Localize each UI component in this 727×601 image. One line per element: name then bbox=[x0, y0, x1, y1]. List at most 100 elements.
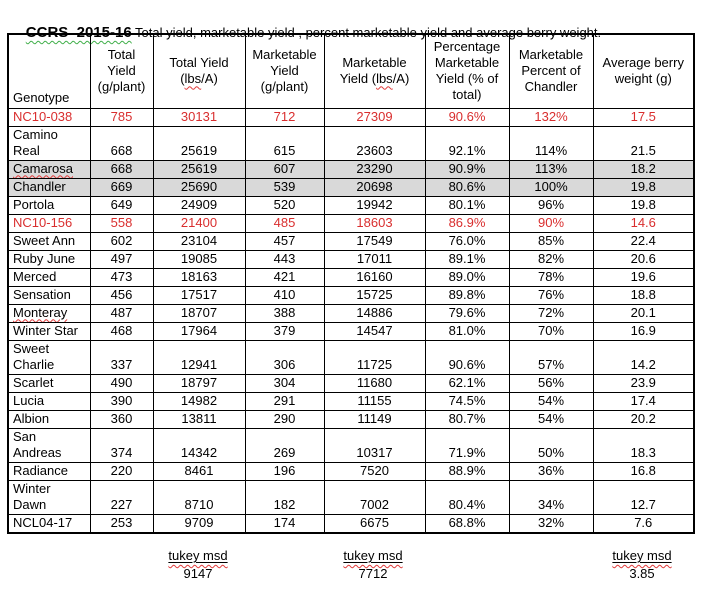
value-cell: 32% bbox=[508, 513, 594, 533]
value-cell: 410 bbox=[244, 285, 325, 305]
column-header: Total Yield (lbs/A) bbox=[152, 33, 246, 109]
table-row: NCL04-17 253 9709 174 6675 68.8% 32% 7.6 bbox=[7, 513, 695, 533]
value-cell: 79.6% bbox=[424, 303, 510, 323]
value-cell: 19.8 bbox=[592, 195, 695, 215]
value-cell: 23.9 bbox=[592, 373, 695, 393]
genotype-cell: Sweet Ann bbox=[7, 231, 91, 251]
value-cell: 457 bbox=[244, 231, 325, 251]
genotype-cell: Camino Real bbox=[7, 125, 91, 161]
column-header: Marketable Percent of Chandler bbox=[508, 33, 594, 109]
value-cell: 269 bbox=[244, 427, 325, 463]
value-cell: 23290 bbox=[323, 159, 426, 179]
value-cell: 443 bbox=[244, 249, 325, 269]
table-row: Sweet Ann 602 23104 457 17549 76.0% 85% 22.4 bbox=[7, 231, 695, 251]
genotype-cell: Radiance bbox=[7, 461, 91, 481]
genotype-cell: Winter Star bbox=[7, 321, 91, 341]
value-cell: 27309 bbox=[323, 107, 426, 127]
value-cell: 114% bbox=[508, 125, 594, 161]
genotype-cell: Chandler bbox=[7, 177, 91, 197]
value-cell: 50% bbox=[508, 427, 594, 463]
genotype-cell: Lucia bbox=[7, 391, 91, 411]
value-cell: 80.6% bbox=[424, 177, 510, 197]
genotype-cell: Scarlet bbox=[7, 373, 91, 393]
value-cell: 113% bbox=[508, 159, 594, 179]
value-cell: 19085 bbox=[152, 249, 246, 269]
value-cell: 649 bbox=[89, 195, 154, 215]
table-row: Ruby June 497 19085 443 17011 89.1% 82% 20.6 bbox=[7, 249, 695, 269]
value-cell: 602 bbox=[89, 231, 154, 251]
value-cell: 14982 bbox=[152, 391, 246, 411]
value-cell: 16.9 bbox=[592, 321, 695, 341]
table-row: Sweet Charlie 337 12941 306 11725 90.6% 57% 14.… bbox=[7, 339, 695, 375]
column-header: Marketable Yield (g/plant) bbox=[244, 33, 325, 109]
value-cell: 22.4 bbox=[592, 231, 695, 251]
value-cell: 71.9% bbox=[424, 427, 510, 463]
table-row: Albion 360 13811 290 11149 80.7% 54% 20.2 bbox=[7, 409, 695, 429]
value-cell: 7.6 bbox=[592, 513, 695, 533]
value-cell: 8461 bbox=[152, 461, 246, 481]
table-row: Winter Star 468 17964 379 14547 81.0% 70% 16.9 bbox=[7, 321, 695, 341]
value-cell: 85% bbox=[508, 231, 594, 251]
value-cell: 14886 bbox=[323, 303, 426, 323]
table-row: NC10-038 785 30131 712 27309 90.6% 132% 17.5 bbox=[7, 107, 695, 127]
value-cell: 291 bbox=[244, 391, 325, 411]
value-cell: 487 bbox=[89, 303, 154, 323]
value-cell: 227 bbox=[89, 479, 154, 515]
header-row: Genotype Total Yield (g/plant) Total Yield… bbox=[7, 33, 695, 109]
table-row: Winter Dawn 227 8710 182 7002 80.4% 34% 12.7 bbox=[7, 479, 695, 515]
value-cell: 21.5 bbox=[592, 125, 695, 161]
value-cell: 25619 bbox=[152, 159, 246, 179]
value-cell: 25619 bbox=[152, 125, 246, 161]
tukey-footer: tukey msd 9147 tukey msd 7712 tukey msd … bbox=[0, 548, 727, 598]
value-cell: 12.7 bbox=[592, 479, 695, 515]
value-cell: 11155 bbox=[323, 391, 426, 411]
value-cell: 76% bbox=[508, 285, 594, 305]
tukey-msd-label: tukey msd bbox=[612, 548, 672, 563]
value-cell: 90.6% bbox=[424, 107, 510, 127]
value-cell: 615 bbox=[244, 125, 325, 161]
value-cell: 18163 bbox=[152, 267, 246, 287]
value-cell: 539 bbox=[244, 177, 325, 197]
value-cell: 14342 bbox=[152, 427, 246, 463]
value-cell: 24909 bbox=[152, 195, 246, 215]
value-cell: 360 bbox=[89, 409, 154, 429]
value-cell: 70% bbox=[508, 321, 594, 341]
value-cell: 56% bbox=[508, 373, 594, 393]
value-cell: 17.4 bbox=[592, 391, 695, 411]
value-cell: 668 bbox=[89, 159, 154, 179]
value-cell: 89.8% bbox=[424, 285, 510, 305]
value-cell: 17549 bbox=[323, 231, 426, 251]
value-cell: 20.6 bbox=[592, 249, 695, 269]
value-cell: 490 bbox=[89, 373, 154, 393]
value-cell: 17964 bbox=[152, 321, 246, 341]
column-header: Average berry weight (g) bbox=[592, 33, 695, 109]
value-cell: 17011 bbox=[323, 249, 426, 269]
tukey-msd-value: 7712 bbox=[358, 566, 388, 581]
value-cell: 196 bbox=[244, 461, 325, 481]
value-cell: 220 bbox=[89, 461, 154, 481]
value-cell: 388 bbox=[244, 303, 325, 323]
value-cell: 253 bbox=[89, 513, 154, 533]
value-cell: 36% bbox=[508, 461, 594, 481]
value-cell: 497 bbox=[89, 249, 154, 269]
value-cell: 11680 bbox=[323, 373, 426, 393]
misspelled-word: Camarosa bbox=[13, 160, 73, 176]
value-cell: 379 bbox=[244, 321, 325, 341]
value-cell: 18797 bbox=[152, 373, 246, 393]
genotype-cell: Portola bbox=[7, 195, 91, 215]
tukey-msd-total-yield: tukey msd 9147 bbox=[138, 548, 258, 581]
table-row: Portola 649 24909 520 19942 80.1% 96% 19.8 bbox=[7, 195, 695, 215]
table-row: Camarosa 668 25619 607 23290 90.9% 113% 18.2 bbox=[7, 159, 695, 179]
table-row: Camino Real 668 25619 615 23603 92.1% 114% 21.5 bbox=[7, 125, 695, 161]
table-row: Lucia 390 14982 291 11155 74.5% 54% 17.4 bbox=[7, 391, 695, 411]
value-cell: 14.2 bbox=[592, 339, 695, 375]
genotype-cell: Monteray bbox=[7, 303, 91, 323]
tukey-msd-label: tukey msd bbox=[343, 548, 403, 563]
value-cell: 17.5 bbox=[592, 107, 695, 127]
value-cell: 558 bbox=[89, 213, 154, 233]
value-cell: 17517 bbox=[152, 285, 246, 305]
value-cell: 54% bbox=[508, 409, 594, 429]
value-cell: 12941 bbox=[152, 339, 246, 375]
tukey-msd-value: 9147 bbox=[183, 566, 213, 581]
